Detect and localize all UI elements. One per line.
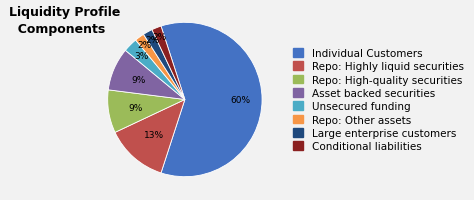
Text: 13%: 13% — [144, 130, 164, 139]
Wedge shape — [126, 41, 185, 100]
Text: 2%: 2% — [153, 33, 167, 42]
Wedge shape — [136, 35, 185, 100]
Wedge shape — [115, 100, 185, 173]
Text: 60%: 60% — [230, 96, 250, 104]
Text: 9%: 9% — [128, 103, 143, 112]
Text: 9%: 9% — [132, 76, 146, 85]
Wedge shape — [144, 31, 185, 100]
Wedge shape — [152, 27, 185, 100]
Legend: Individual Customers, Repo: Highly liquid securities, Repo: High-quality securit: Individual Customers, Repo: Highly liqui… — [291, 47, 466, 153]
Text: 2%: 2% — [138, 41, 152, 50]
Wedge shape — [161, 23, 262, 177]
Wedge shape — [108, 51, 185, 100]
Wedge shape — [108, 90, 185, 133]
Text: 2%: 2% — [145, 36, 159, 45]
Text: 3%: 3% — [134, 52, 148, 61]
Text: Liquidity Profile
  Components: Liquidity Profile Components — [9, 6, 121, 36]
